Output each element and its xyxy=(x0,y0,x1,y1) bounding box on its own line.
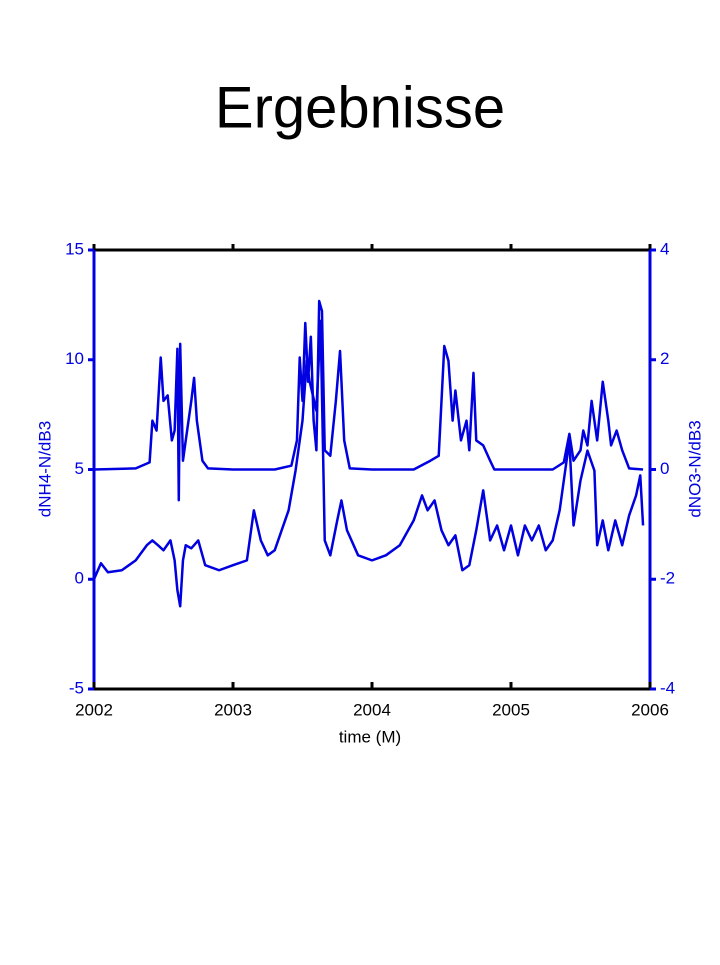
x-tick-label: 2003 xyxy=(214,700,252,719)
y-axis-label: dNH4-N/dB3 xyxy=(35,421,54,517)
y-tick-label: 5 xyxy=(75,459,84,478)
y2-tick-label: -4 xyxy=(660,678,675,697)
y2-tick-label: 4 xyxy=(660,239,669,258)
x-tick-label: 2002 xyxy=(75,700,113,719)
x-tick-label: 2004 xyxy=(353,700,391,719)
x-tick-label: 2006 xyxy=(631,700,669,719)
data-line xyxy=(92,319,645,608)
y-tick-label: 15 xyxy=(65,239,84,258)
y-tick-label: 0 xyxy=(75,569,84,588)
y-tick-label: -5 xyxy=(69,678,84,697)
chart-title: Ergebnisse xyxy=(215,75,505,140)
y-tick-label: 10 xyxy=(65,349,84,368)
y2-axis-label: dNO3-N/dB3 xyxy=(685,420,704,517)
data-line xyxy=(93,299,644,502)
x-axis-label: time (M) xyxy=(339,727,401,746)
x-tick-label: 2005 xyxy=(492,700,530,719)
y2-tick-label: -2 xyxy=(660,569,675,588)
y2-tick-label: 0 xyxy=(660,459,669,478)
y2-tick-label: 2 xyxy=(660,349,669,368)
